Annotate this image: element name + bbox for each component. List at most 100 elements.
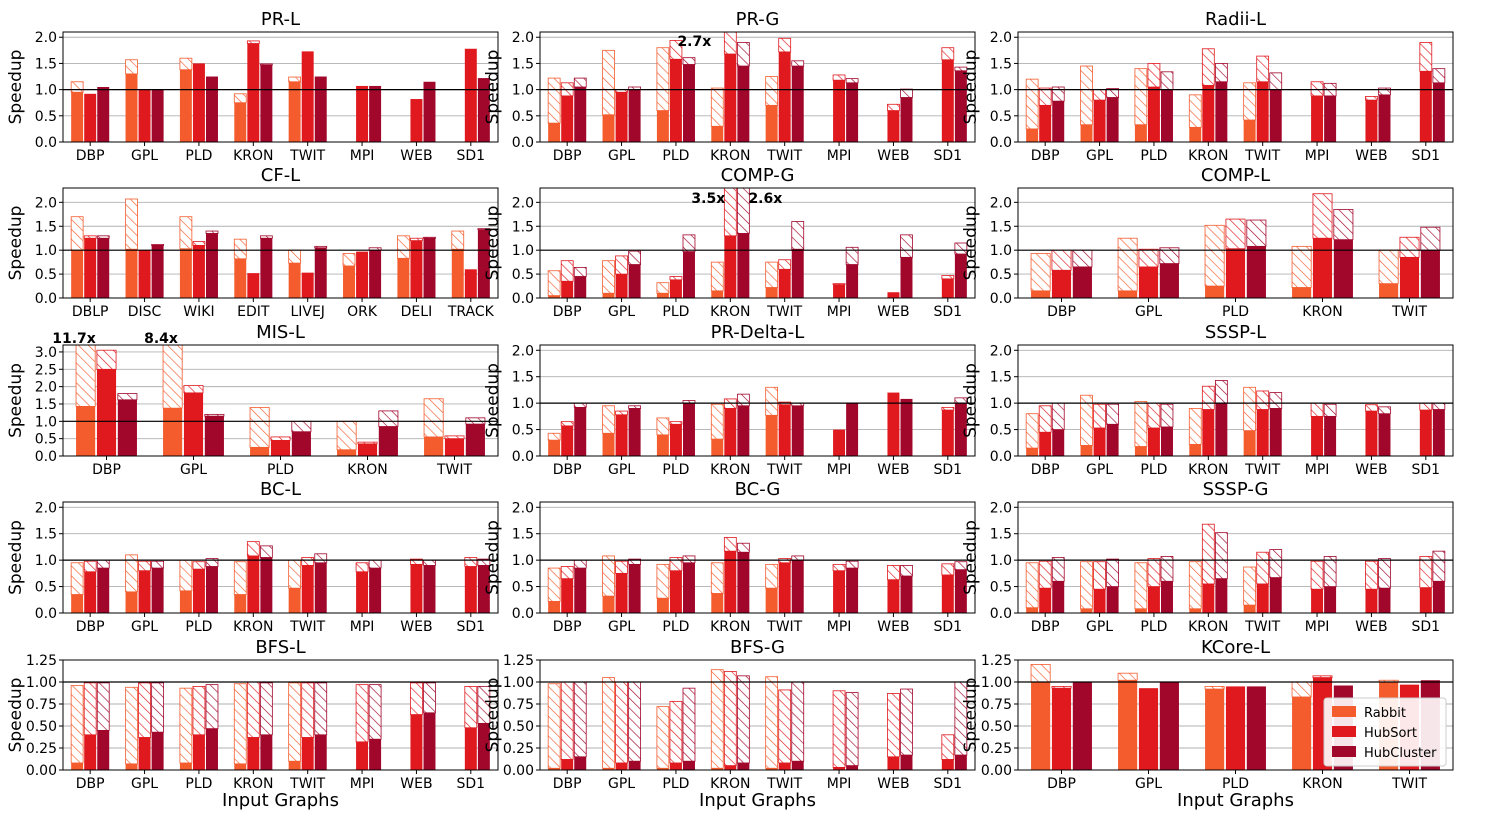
bar-solid-hubcluster xyxy=(1333,239,1353,298)
bar-solid-hubsort xyxy=(1365,589,1378,613)
y-tick-label: 2.0 xyxy=(512,30,534,46)
bar-solid-hubsort xyxy=(96,369,117,456)
bar-hatched-hubsort xyxy=(138,560,151,572)
y-axis-label: Speedup xyxy=(961,206,981,281)
bar-hatched-rabbit xyxy=(1025,562,1039,609)
bar-solid-hubsort xyxy=(1399,257,1420,298)
bar-solid-hubsort xyxy=(833,284,846,298)
bar-solid-hubcluster xyxy=(1378,588,1391,613)
y-tick-label: 2.5 xyxy=(35,362,57,378)
bar-solid-rabbit xyxy=(1134,446,1147,456)
x-tick-label: PLD xyxy=(1140,462,1167,478)
legend-label-rabbit: Rabbit xyxy=(1364,706,1406,721)
x-tick-label: DISC xyxy=(128,304,162,320)
bar-hatched-hubsort xyxy=(355,684,369,743)
plot-frame xyxy=(1017,31,1454,143)
panel-bfs-l: 0.00 0.25 0.50 0.75 1.00 1.25 DBP GPL PLD KRON TWI… xyxy=(6,637,499,811)
panel-title: COMP-G xyxy=(721,165,795,186)
x-tick-label: SD1 xyxy=(934,148,963,164)
x-tick-label: GPL xyxy=(1086,462,1113,478)
x-tick-label: DELI xyxy=(401,304,433,320)
bar-solid-rabbit xyxy=(1080,445,1093,456)
bar-hatched-rabbit xyxy=(1188,94,1202,128)
bar-solid-hubsort xyxy=(464,727,477,770)
bar-hatched-hubcluster xyxy=(736,393,750,407)
x-tick-label: WEB xyxy=(877,462,909,478)
bar-solid-hubsort xyxy=(887,292,900,298)
y-tick-label: 3.0 xyxy=(35,345,57,361)
bar-hatched-hubsort xyxy=(778,37,792,53)
bar-solid-hubsort xyxy=(444,438,465,456)
bar-solid-hubcluster xyxy=(737,552,750,613)
bar-solid-hubcluster xyxy=(97,730,110,770)
bar-hatched-hubcluster xyxy=(1432,68,1446,84)
bar-hatched-hubsort xyxy=(96,349,117,370)
bar-hatched-hubsort xyxy=(1365,404,1378,412)
bar-solid-hubsort xyxy=(301,565,314,613)
bar-hatched-hubcluster xyxy=(151,244,164,246)
bar-hatched-rabbit xyxy=(710,669,724,769)
bar-hatched-hubsort xyxy=(83,682,97,736)
bar-hatched-hubsort xyxy=(301,557,315,566)
bar-solid-hubsort xyxy=(1093,427,1106,456)
bar-solid-rabbit xyxy=(548,123,561,142)
bar-hatched-rabbit xyxy=(602,405,615,434)
bar-hatched-hubcluster xyxy=(368,559,382,569)
bar-solid-rabbit xyxy=(1205,286,1225,298)
bar-solid-hubcluster xyxy=(1072,266,1092,298)
bar-hatched-hubsort xyxy=(83,560,97,573)
bar-solid-hubsort xyxy=(247,273,260,298)
x-tick-label: WEB xyxy=(877,776,909,792)
bar-hatched-rabbit xyxy=(1030,664,1051,683)
bar-hatched-rabbit xyxy=(423,398,444,438)
bar-hatched-hubcluster xyxy=(900,88,913,98)
y-tick-label: 0.25 xyxy=(981,741,1012,757)
x-tick-label: TWIT xyxy=(289,776,326,792)
bar-solid-rabbit xyxy=(1189,127,1202,142)
bar-solid-hubsort xyxy=(1202,85,1215,142)
bar-hatched-rabbit xyxy=(125,686,138,765)
bar-hatched-hubcluster xyxy=(1072,249,1093,268)
bar-hatched-rabbit xyxy=(656,47,670,111)
bar-hatched-hubsort xyxy=(560,421,574,427)
bar-solid-hubsort xyxy=(138,250,151,298)
bar-solid-hubsort xyxy=(887,756,900,770)
bar-hatched-hubsort xyxy=(941,734,955,760)
bar-solid-hubsort xyxy=(464,48,477,143)
y-tick-label: 0.5 xyxy=(990,109,1012,125)
bar-solid-rabbit xyxy=(711,439,724,456)
bar-solid-hubcluster xyxy=(1378,94,1391,142)
bar-solid-hubcluster xyxy=(1215,403,1228,456)
bar-solid-rabbit xyxy=(1026,128,1039,142)
bar-hatched-hubsort xyxy=(138,682,151,738)
bar-solid-rabbit xyxy=(765,105,778,142)
bar-solid-rabbit xyxy=(234,258,247,298)
y-tick-label: 1.0 xyxy=(512,553,534,569)
bar-solid-hubsort xyxy=(301,272,314,298)
bar-solid-rabbit xyxy=(711,126,724,142)
bar-hatched-rabbit xyxy=(1030,253,1051,292)
bar-solid-rabbit xyxy=(1026,607,1039,613)
bar-hatched-rabbit xyxy=(451,230,465,250)
bar-solid-rabbit xyxy=(250,447,270,456)
bar-hatched-rabbit xyxy=(125,198,138,250)
bar-solid-hubcluster xyxy=(683,562,695,613)
y-tick-label: 0.0 xyxy=(512,606,534,622)
bar-hatched-hubsort xyxy=(941,406,955,411)
y-tick-label: 1.00 xyxy=(503,675,534,691)
bar-hatched-rabbit xyxy=(1243,566,1257,606)
y-axis-label: Speedup xyxy=(961,50,981,125)
x-tick-label: ORK xyxy=(347,304,378,320)
x-tick-label: PLD xyxy=(185,776,212,792)
bar-hatched-hubcluster xyxy=(1160,403,1174,428)
bar-solid-hubcluster xyxy=(1324,95,1337,142)
bar-hatched-hubcluster xyxy=(477,558,491,566)
overflow-annotation: 2.6x xyxy=(748,191,782,207)
x-tick-label: GPL xyxy=(608,619,635,635)
bar-solid-hubsort xyxy=(138,89,151,142)
bar-solid-hubsort xyxy=(410,564,423,613)
bar-hatched-rabbit xyxy=(710,261,724,292)
panel-title: MIS-L xyxy=(256,322,305,343)
bar-solid-hubsort xyxy=(1311,589,1324,613)
bar-hatched-hubcluster xyxy=(628,681,641,762)
